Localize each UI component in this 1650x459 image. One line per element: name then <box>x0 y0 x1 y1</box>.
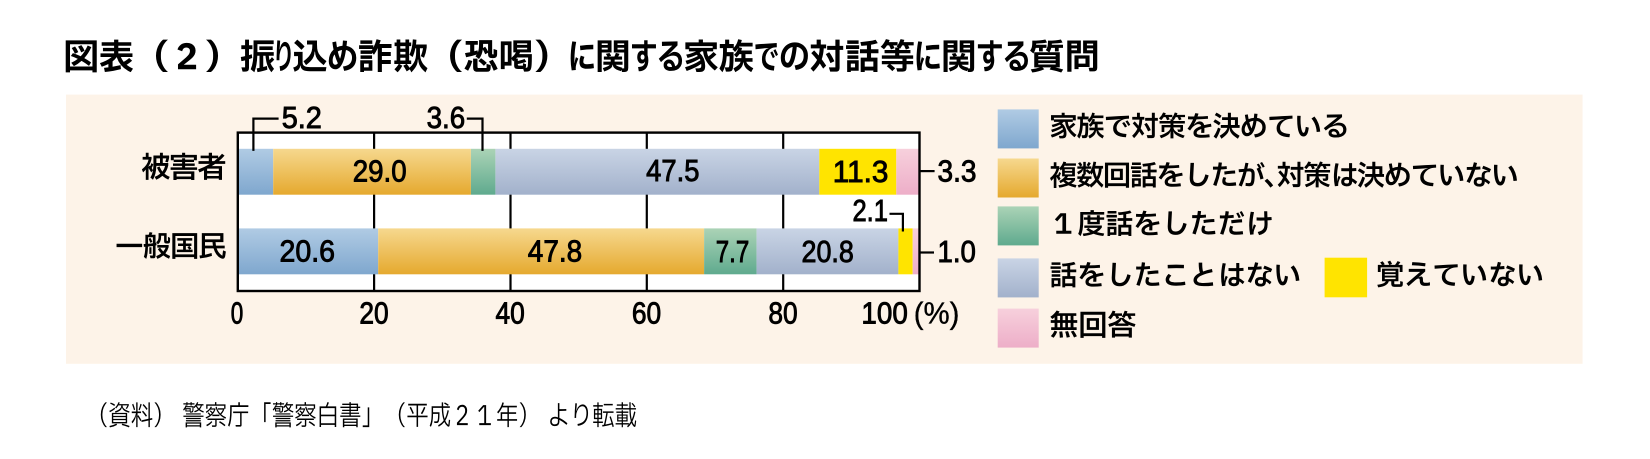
svg-text:47.5: 47.5 <box>646 154 699 188</box>
svg-text:20: 20 <box>359 297 388 331</box>
svg-text:80: 80 <box>768 297 797 331</box>
svg-text:2.1: 2.1 <box>852 194 888 228</box>
svg-text:60: 60 <box>632 297 661 331</box>
svg-text:100: 100 <box>861 297 907 331</box>
svg-text:29.0: 29.0 <box>353 155 407 189</box>
svg-text:20.6: 20.6 <box>280 235 336 269</box>
svg-text:3.6: 3.6 <box>427 101 466 135</box>
svg-text:20.8: 20.8 <box>802 235 854 269</box>
svg-text:47.8: 47.8 <box>528 235 582 269</box>
svg-text:1.0: 1.0 <box>938 235 976 269</box>
svg-text:3.3: 3.3 <box>938 155 977 189</box>
svg-text:7.7: 7.7 <box>716 235 750 269</box>
svg-text:(%): (%) <box>914 297 960 331</box>
svg-text:0: 0 <box>231 297 244 331</box>
svg-text:5.2: 5.2 <box>282 101 322 135</box>
svg-text:40: 40 <box>495 297 524 331</box>
svg-text:11.3: 11.3 <box>833 155 889 189</box>
